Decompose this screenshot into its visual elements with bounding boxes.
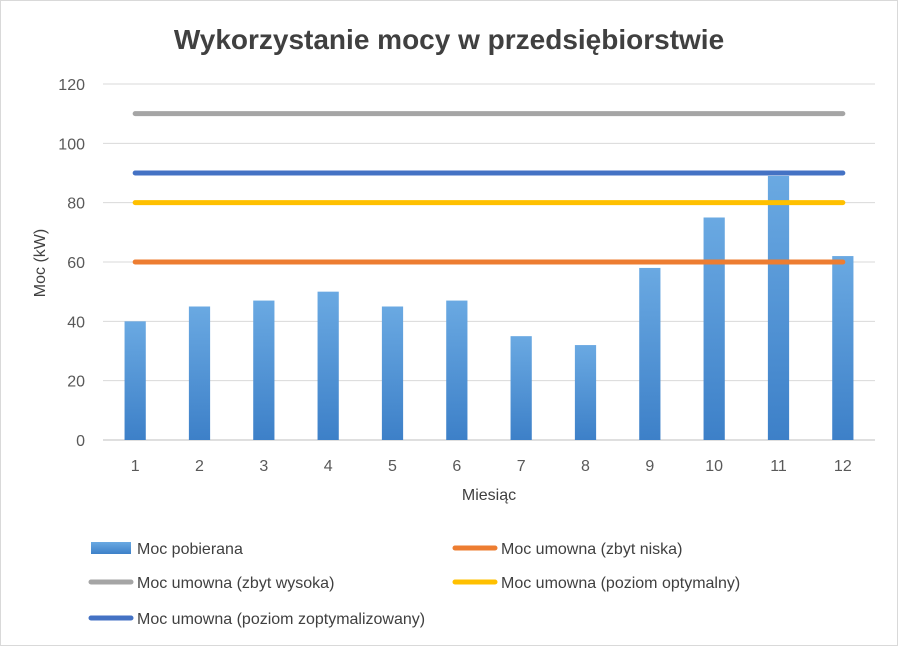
- bar: [510, 336, 532, 440]
- chart-title: Wykorzystanie mocy w przedsiębiorstwie: [174, 24, 724, 55]
- y-tick-label: 0: [76, 433, 85, 450]
- x-tick-label: 10: [705, 458, 723, 475]
- bar: [124, 321, 146, 440]
- x-tick-label: 4: [324, 458, 333, 475]
- y-tick-label: 40: [67, 314, 85, 331]
- bar: [253, 300, 275, 440]
- x-tick-label: 6: [452, 458, 461, 475]
- y-tick-label: 100: [58, 136, 85, 153]
- legend-label: Moc umowna (poziom zoptymalizowany): [137, 611, 425, 628]
- legend-label: Moc pobierana: [137, 541, 243, 558]
- bar: [574, 345, 597, 440]
- legend-label: Moc umowna (zbyt niska): [501, 541, 682, 558]
- x-axis-label: Miesiąc: [462, 487, 516, 504]
- y-axis-ticks: 0 20 40 60 80 100 120: [58, 77, 85, 450]
- legend-label: Moc umowna (poziom optymalny): [501, 575, 740, 592]
- x-axis-ticks: 1 2 3 4 5 6 7 8 9 10 11 12: [131, 458, 852, 475]
- line-series: [132, 111, 846, 265]
- bar: [703, 217, 725, 440]
- x-tick-label: 7: [517, 458, 526, 475]
- bar-series: [124, 175, 854, 440]
- x-tick-label: 2: [195, 458, 204, 475]
- x-tick-label: 1: [131, 458, 140, 475]
- x-tick-label: 9: [645, 458, 654, 475]
- bar: [767, 175, 790, 440]
- bar: [639, 267, 661, 440]
- x-tick-label: 12: [834, 458, 852, 475]
- y-tick-label: 60: [67, 255, 85, 272]
- y-axis-label: Moc (kW): [32, 229, 49, 297]
- y-tick-label: 20: [67, 374, 85, 391]
- bar: [832, 256, 854, 440]
- x-tick-label: 8: [581, 458, 590, 475]
- legend-label: Moc umowna (zbyt wysoka): [137, 575, 334, 592]
- bar: [381, 306, 404, 440]
- bar: [317, 291, 339, 440]
- legend-swatch: [91, 542, 131, 554]
- x-tick-label: 5: [388, 458, 397, 475]
- y-tick-label: 120: [58, 77, 85, 94]
- x-tick-label: 11: [770, 458, 787, 475]
- bar: [446, 300, 468, 440]
- legend: Moc pobierana Moc umowna (zbyt niska) Moc …: [88, 541, 740, 628]
- bar: [188, 306, 211, 440]
- x-tick-label: 3: [259, 458, 268, 475]
- y-tick-label: 80: [67, 196, 85, 213]
